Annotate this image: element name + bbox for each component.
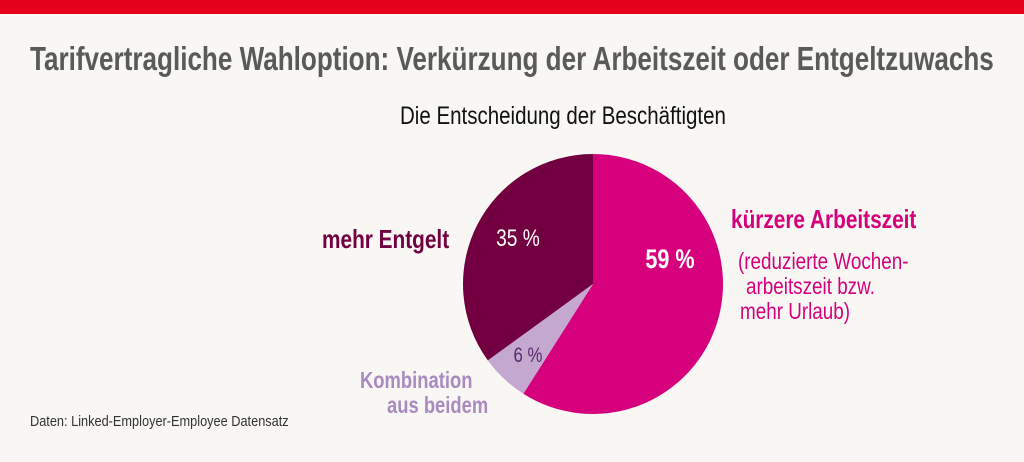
- label-mehr-entgelt: mehr Entgelt: [322, 224, 450, 254]
- note-line-1: (reduzierte Wochen-: [738, 248, 909, 274]
- source-note: Daten: Linked-Employer-Employee Datensat…: [30, 413, 289, 430]
- page-title: Tarifvertragliche Wahloption: Verkürzung…: [30, 40, 994, 77]
- label-kombination-1: Kombination: [360, 367, 473, 393]
- label-kombination-2: aus beidem: [387, 392, 489, 418]
- pie-value-label-0: 59 %: [645, 245, 694, 275]
- note-line-3: mehr Urlaub): [740, 298, 851, 324]
- pie-slice-2: [463, 154, 593, 361]
- pie-value-label-1: 6 %: [514, 344, 543, 367]
- pie-slice-0: [523, 154, 723, 414]
- pie-slice-1: [487, 284, 593, 394]
- top-bar: [0, 0, 1024, 14]
- pie-value-label-2: 35 %: [496, 224, 540, 252]
- note-line-2: arbeitszeit bzw.: [746, 273, 875, 299]
- chart-title: Die Entscheidung der Beschäftigten: [400, 102, 726, 130]
- label-kuerzere-arbeitszeit: kürzere Arbeitszeit: [731, 204, 917, 234]
